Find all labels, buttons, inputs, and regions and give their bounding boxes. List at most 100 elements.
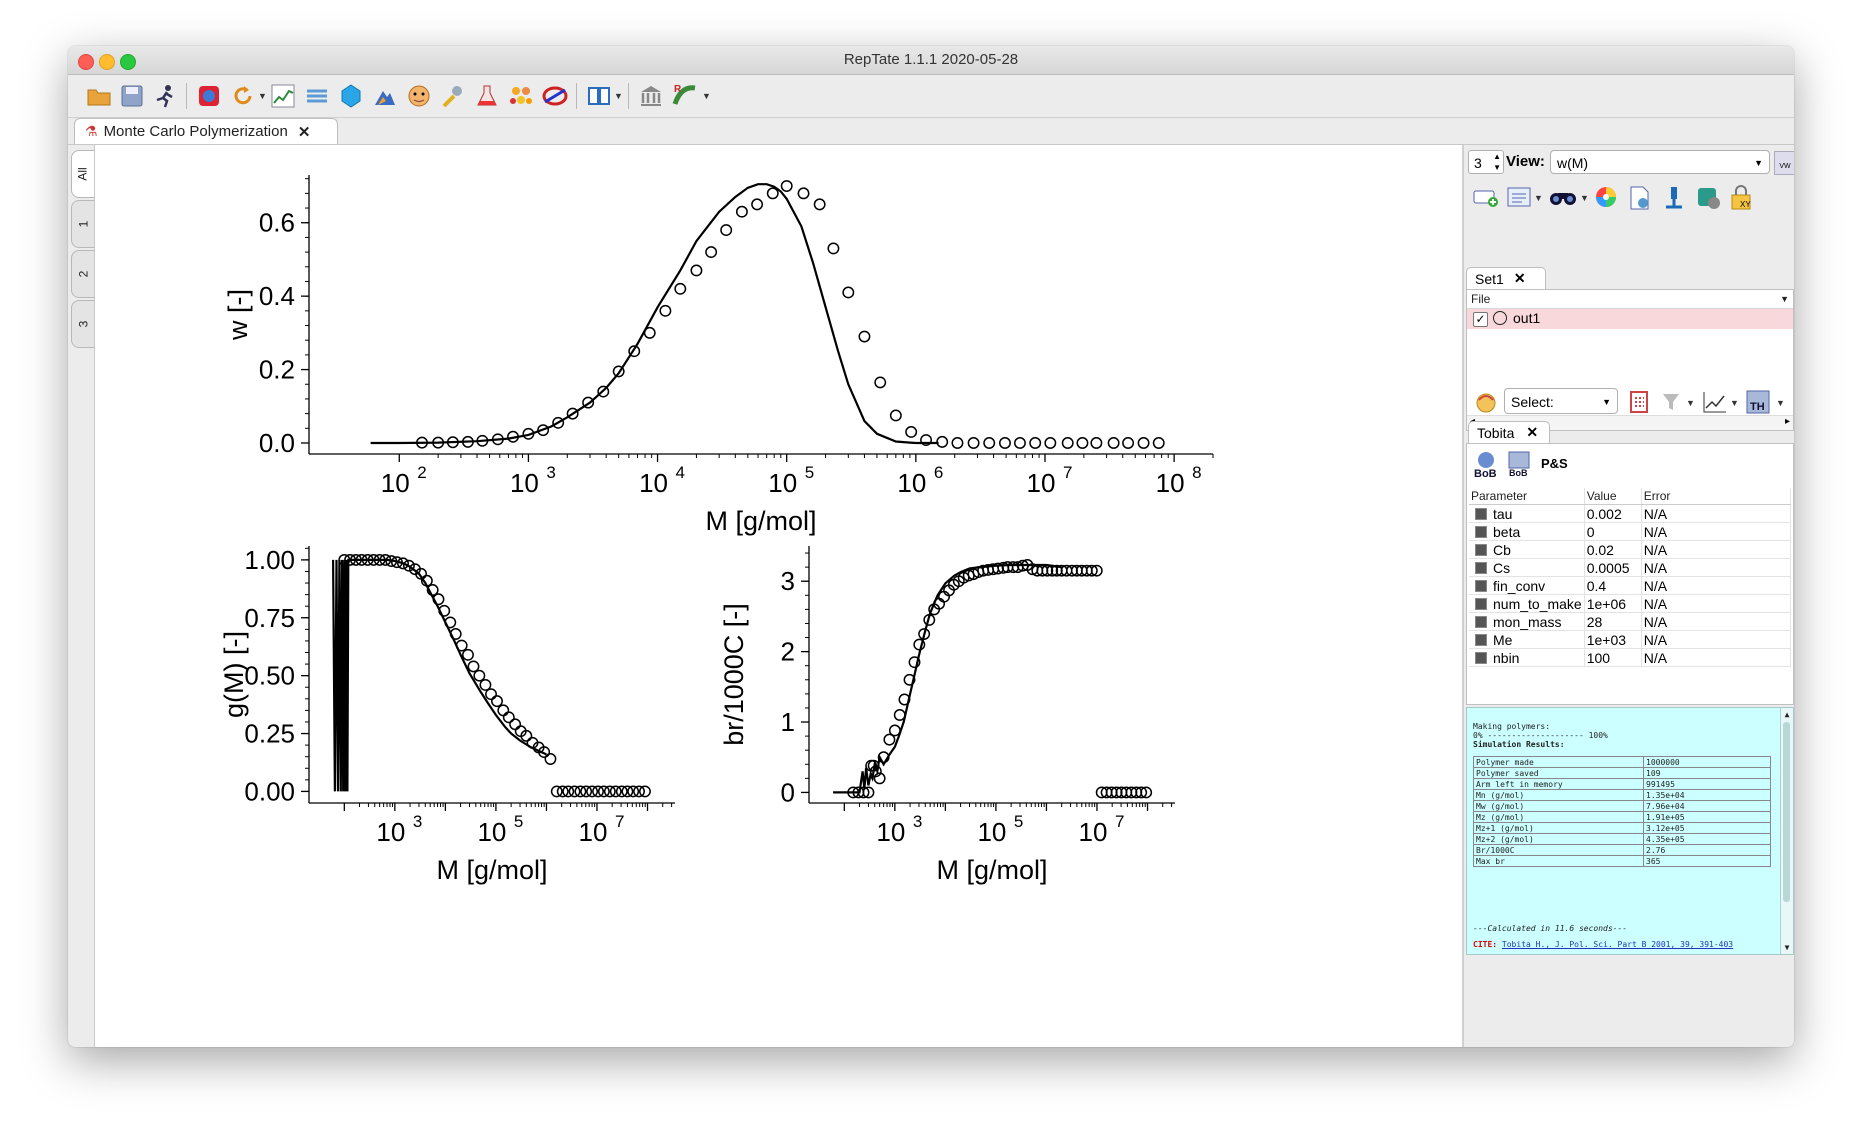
chevron-down-icon[interactable]: ▼ [1534, 193, 1543, 203]
view-spinbox[interactable]: 3 ▲ ▼ [1468, 150, 1504, 174]
parameters-table[interactable]: Parameter Value Error tau 0.002 N/A beta 0 N… [1469, 488, 1792, 667]
binoculars-icon[interactable] [1548, 185, 1578, 215]
param-checkbox[interactable] [1475, 561, 1487, 574]
chevron-right-icon[interactable]: ▸ [1784, 416, 1790, 427]
param-checkbox[interactable] [1475, 597, 1487, 610]
reload-icon[interactable] [228, 81, 258, 111]
minimize-window-button[interactable] [99, 54, 115, 70]
param-checkbox[interactable] [1475, 615, 1487, 628]
close-window-button[interactable] [78, 54, 94, 70]
table-row[interactable]: beta 0 N/A [1469, 522, 1792, 541]
set-tab-label: Set1 [1475, 270, 1504, 287]
close-tab-icon[interactable]: ✕ [1526, 424, 1539, 440]
param-checkbox[interactable] [1475, 579, 1487, 592]
param-checkbox[interactable] [1475, 651, 1487, 664]
close-tab-icon[interactable]: ✕ [297, 123, 311, 141]
import-data-icon[interactable] [1506, 185, 1534, 215]
file-checkbox[interactable]: ✓ [1473, 312, 1488, 327]
chevron-down-icon[interactable]: ▼ [702, 91, 711, 101]
theory-select[interactable]: Select: ▼ [1504, 388, 1618, 414]
save-view-icon[interactable]: VW [1774, 151, 1794, 175]
reptate-logo-icon[interactable]: R [670, 81, 700, 111]
param-checkbox[interactable] [1475, 543, 1487, 556]
xy-lock-icon[interactable]: XY [1728, 185, 1756, 217]
database-icon[interactable] [194, 81, 224, 111]
chevron-down-icon[interactable]: ▼ [1730, 398, 1739, 408]
gem-icon[interactable] [336, 81, 366, 111]
vtab-all[interactable]: All [71, 150, 95, 198]
bob-save-button[interactable]: BoB [1507, 450, 1531, 478]
save-theory-icon[interactable]: TH [1746, 390, 1772, 420]
vtab-3[interactable]: 3 [71, 300, 95, 348]
table-row[interactable]: Me 1e+03 N/A [1469, 630, 1792, 649]
window-title: RepTate 1.1.1 2020-05-28 [843, 51, 1019, 68]
document-settings-icon[interactable] [1628, 185, 1652, 217]
param-checkbox[interactable] [1475, 633, 1487, 646]
tab-monte-carlo[interactable]: ⚗ Monte Carlo Polymerization ✕ [74, 118, 338, 144]
flask-icon[interactable] [472, 81, 502, 111]
chevron-down-icon[interactable]: ▼ [1776, 398, 1785, 408]
result-row: Max br 365 [1473, 855, 1771, 867]
chevron-down-icon[interactable]: ▼ [1784, 943, 1790, 952]
microscope-icon[interactable] [1662, 185, 1686, 217]
scroll-thumb[interactable] [1783, 722, 1790, 902]
data-point [603, 785, 616, 798]
value-header[interactable]: Value [1584, 488, 1642, 505]
chevron-down-icon[interactable]: ▼ [1686, 398, 1695, 408]
chevron-down-icon[interactable]: ▼ [614, 91, 623, 101]
chevron-down-icon[interactable]: ▼ [1580, 193, 1589, 203]
chart-icon[interactable] [268, 81, 298, 111]
table-row[interactable]: fin_conv 0.4 N/A [1469, 576, 1792, 595]
spin-arrows-icon[interactable]: ▲ ▼ [1493, 152, 1501, 172]
param-checkbox[interactable] [1475, 507, 1487, 520]
molecule-icon[interactable] [506, 81, 536, 111]
tools-icon[interactable] [370, 81, 400, 111]
svg-text:BoB: BoB [1474, 468, 1497, 478]
maximize-window-button[interactable] [120, 54, 136, 70]
plot-area[interactable]: 0.0 0.2 0.4 0.6 10 2 10 3 10 4 10 5 10 6 10 7 10 8 M [g/mo… [94, 145, 1463, 1047]
vtab-1[interactable]: 1 [71, 200, 95, 248]
param-checkbox[interactable] [1475, 525, 1487, 538]
theory-icon[interactable] [1474, 390, 1498, 420]
list-item[interactable]: ✓ out1 [1467, 309, 1793, 329]
ring-icon[interactable] [540, 81, 570, 111]
add-dataset-icon[interactable] [1472, 185, 1500, 215]
table-row[interactable]: nbin 100 N/A [1469, 648, 1792, 667]
book-icon[interactable] [584, 81, 614, 111]
runner-icon[interactable] [150, 81, 180, 111]
table-row[interactable]: num_to_make 1e+06 N/A [1469, 594, 1792, 613]
face-icon[interactable] [404, 81, 434, 111]
vertical-scrollbar[interactable]: ▲ ▼ [1780, 708, 1793, 954]
x-tick-label: 10 [579, 817, 608, 847]
table-row[interactable]: Cb 0.02 N/A [1469, 540, 1792, 559]
layers-icon[interactable] [302, 81, 332, 111]
view-select[interactable]: w(M) ▼ [1550, 150, 1770, 174]
save-icon[interactable] [117, 81, 147, 111]
tab-tobita[interactable]: Tobita ✕ [1468, 421, 1550, 443]
open-folder-icon[interactable] [84, 81, 114, 111]
cite-link[interactable]: Tobita H., J. Pol. Sci. Part B 2001, 39,… [1501, 940, 1734, 949]
color-wheel-icon[interactable] [1594, 185, 1618, 215]
file-list-header[interactable]: File ▼ [1467, 290, 1793, 309]
plots-canvas[interactable]: 0.00.20.40.610 2 10 3 10 4 10 5 10 6 10 7 10 8M [g/mo… [95, 145, 1463, 1047]
chevron-down-icon[interactable]: ▼ [258, 91, 267, 101]
plot-line-icon[interactable] [1702, 390, 1728, 420]
error-header[interactable]: Error [1641, 488, 1792, 505]
bob-button[interactable]: BoB [1473, 450, 1499, 480]
tab-set1[interactable]: Set1 ✕ [1466, 267, 1546, 289]
vtab-2[interactable]: 2 [71, 250, 95, 298]
chevron-up-icon[interactable]: ▲ [1784, 710, 1790, 719]
calculator-icon[interactable] [1628, 390, 1650, 420]
x-axis-label: M [g/mol] [436, 855, 547, 885]
funnel-icon[interactable] [1660, 390, 1682, 420]
simulation-log[interactable]: Making polymers: 0% --------------------… [1466, 707, 1794, 955]
refresh-settings-icon[interactable] [1696, 185, 1722, 217]
table-row[interactable]: Cs 0.0005 N/A [1469, 558, 1792, 577]
param-header[interactable]: Parameter [1469, 488, 1585, 505]
close-tab-icon[interactable]: ✕ [1513, 270, 1526, 286]
table-row[interactable]: tau 0.002 N/A [1469, 504, 1792, 523]
table-row[interactable]: mon_mass 28 N/A [1469, 612, 1792, 631]
museum-icon[interactable] [636, 81, 666, 111]
ps-button[interactable]: P&S [1541, 456, 1568, 471]
pin-icon[interactable] [438, 81, 468, 111]
